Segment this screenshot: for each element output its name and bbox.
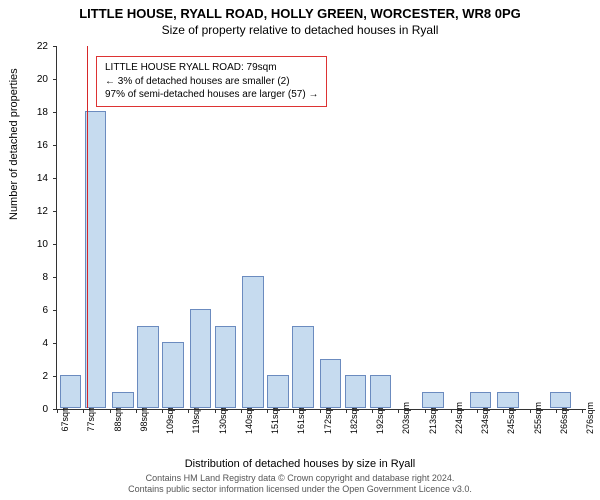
y-axis-label: Number of detached properties bbox=[8, 68, 20, 220]
bar bbox=[345, 375, 367, 408]
y-tick-mark bbox=[53, 277, 57, 278]
y-tick-label: 6 bbox=[42, 305, 48, 316]
x-tick-mark bbox=[188, 409, 189, 413]
y-tick-mark bbox=[53, 211, 57, 212]
bar bbox=[320, 359, 342, 409]
x-tick-label: 98sqm bbox=[139, 404, 149, 431]
bar bbox=[60, 375, 82, 408]
chart-subtitle: Size of property relative to detached ho… bbox=[0, 21, 600, 37]
x-tick-label: 224sqm bbox=[454, 402, 464, 434]
y-tick-label: 22 bbox=[37, 41, 48, 52]
x-tick-mark bbox=[57, 409, 58, 413]
x-tick-label: 276sqm bbox=[585, 402, 595, 434]
y-tick-mark bbox=[53, 244, 57, 245]
x-tick-mark bbox=[556, 409, 557, 413]
chart-title: LITTLE HOUSE, RYALL ROAD, HOLLY GREEN, W… bbox=[0, 0, 600, 21]
y-tick-label: 2 bbox=[42, 371, 48, 382]
y-tick-label: 20 bbox=[37, 74, 48, 85]
bar bbox=[370, 375, 392, 408]
y-tick-mark bbox=[53, 112, 57, 113]
y-tick-mark bbox=[53, 79, 57, 80]
info-box: LITTLE HOUSE RYALL ROAD: 79sqm ← 3% of d… bbox=[96, 56, 327, 107]
info-line-1: LITTLE HOUSE RYALL ROAD: 79sqm bbox=[105, 61, 318, 75]
y-tick-mark bbox=[53, 145, 57, 146]
bar bbox=[550, 392, 572, 409]
bar bbox=[267, 375, 289, 408]
attribution-line-2: Contains public sector information licen… bbox=[0, 484, 600, 496]
x-tick-label: 88sqm bbox=[113, 404, 123, 431]
y-tick-label: 4 bbox=[42, 338, 48, 349]
bar bbox=[162, 342, 184, 408]
y-tick-label: 0 bbox=[42, 404, 48, 415]
y-tick-mark bbox=[53, 376, 57, 377]
info-line-3: 97% of semi-detached houses are larger (… bbox=[105, 88, 318, 102]
y-tick-mark bbox=[53, 46, 57, 47]
y-tick-label: 8 bbox=[42, 272, 48, 283]
y-tick-mark bbox=[53, 343, 57, 344]
x-tick-mark bbox=[530, 409, 531, 413]
bar bbox=[190, 309, 212, 408]
y-tick-label: 16 bbox=[37, 140, 48, 151]
x-tick-mark bbox=[215, 409, 216, 413]
x-tick-label: 203sqm bbox=[401, 402, 411, 434]
bar bbox=[292, 326, 314, 409]
x-tick-mark bbox=[162, 409, 163, 413]
marker-line bbox=[87, 46, 88, 408]
y-tick-label: 12 bbox=[37, 206, 48, 217]
x-tick-mark bbox=[582, 409, 583, 413]
x-tick-mark bbox=[398, 409, 399, 413]
bar bbox=[137, 326, 159, 409]
x-tick-label: 67sqm bbox=[60, 404, 70, 431]
chart-container: LITTLE HOUSE, RYALL ROAD, HOLLY GREEN, W… bbox=[0, 0, 600, 500]
attribution: Contains HM Land Registry data © Crown c… bbox=[0, 473, 600, 496]
x-tick-mark bbox=[477, 409, 478, 413]
x-tick-mark bbox=[320, 409, 321, 413]
x-tick-mark bbox=[241, 409, 242, 413]
x-tick-mark bbox=[503, 409, 504, 413]
x-tick-mark bbox=[425, 409, 426, 413]
x-tick-label: 255sqm bbox=[533, 402, 543, 434]
y-tick-mark bbox=[53, 310, 57, 311]
x-tick-mark bbox=[267, 409, 268, 413]
bar bbox=[215, 326, 237, 409]
chart-area: 024681012141618202267sqm77sqm88sqm98sqm1… bbox=[56, 46, 586, 410]
x-tick-mark bbox=[372, 409, 373, 413]
x-tick-mark bbox=[346, 409, 347, 413]
bar bbox=[422, 392, 444, 409]
x-axis-label: Distribution of detached houses by size … bbox=[0, 458, 600, 470]
x-tick-mark bbox=[451, 409, 452, 413]
x-tick-mark bbox=[83, 409, 84, 413]
y-tick-label: 14 bbox=[37, 173, 48, 184]
bar bbox=[470, 392, 492, 409]
y-tick-mark bbox=[53, 178, 57, 179]
x-tick-mark bbox=[136, 409, 137, 413]
y-tick-label: 18 bbox=[37, 107, 48, 118]
info-line-2: ← 3% of detached houses are smaller (2) bbox=[105, 75, 318, 89]
bar bbox=[112, 392, 134, 409]
bar bbox=[497, 392, 519, 409]
y-tick-label: 10 bbox=[37, 239, 48, 250]
attribution-line-1: Contains HM Land Registry data © Crown c… bbox=[0, 473, 600, 485]
x-tick-mark bbox=[293, 409, 294, 413]
bar bbox=[242, 276, 264, 408]
x-tick-label: 77sqm bbox=[86, 404, 96, 431]
x-tick-mark bbox=[110, 409, 111, 413]
